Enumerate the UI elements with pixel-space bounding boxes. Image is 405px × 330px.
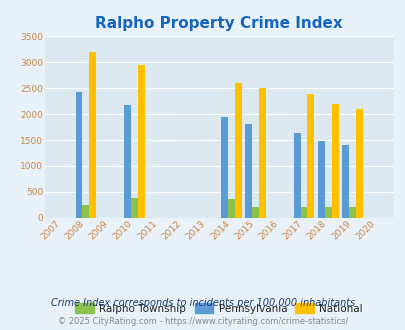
Bar <box>341 145 348 218</box>
Bar <box>82 205 89 218</box>
Bar <box>324 207 331 218</box>
Bar <box>234 83 241 218</box>
Bar <box>245 124 252 218</box>
Bar <box>124 105 131 218</box>
Bar <box>221 117 228 218</box>
Bar <box>228 199 234 218</box>
Bar <box>258 88 265 218</box>
Text: Crime Index corresponds to incidents per 100,000 inhabitants: Crime Index corresponds to incidents per… <box>51 298 354 308</box>
Bar <box>252 207 258 218</box>
Bar <box>355 109 362 218</box>
Bar <box>331 104 338 218</box>
Bar <box>307 94 313 218</box>
Bar <box>89 52 96 218</box>
Bar <box>318 141 324 218</box>
Bar <box>131 198 137 218</box>
Bar <box>293 133 300 218</box>
Bar <box>75 92 82 218</box>
Bar <box>137 65 144 218</box>
Text: © 2025 CityRating.com - https://www.cityrating.com/crime-statistics/: © 2025 CityRating.com - https://www.city… <box>58 317 347 326</box>
Title: Ralpho Property Crime Index: Ralpho Property Crime Index <box>95 16 342 31</box>
Bar <box>348 207 355 218</box>
Bar <box>300 208 307 218</box>
Legend: Ralpho Township, Pennsylvania, National: Ralpho Township, Pennsylvania, National <box>71 299 367 318</box>
